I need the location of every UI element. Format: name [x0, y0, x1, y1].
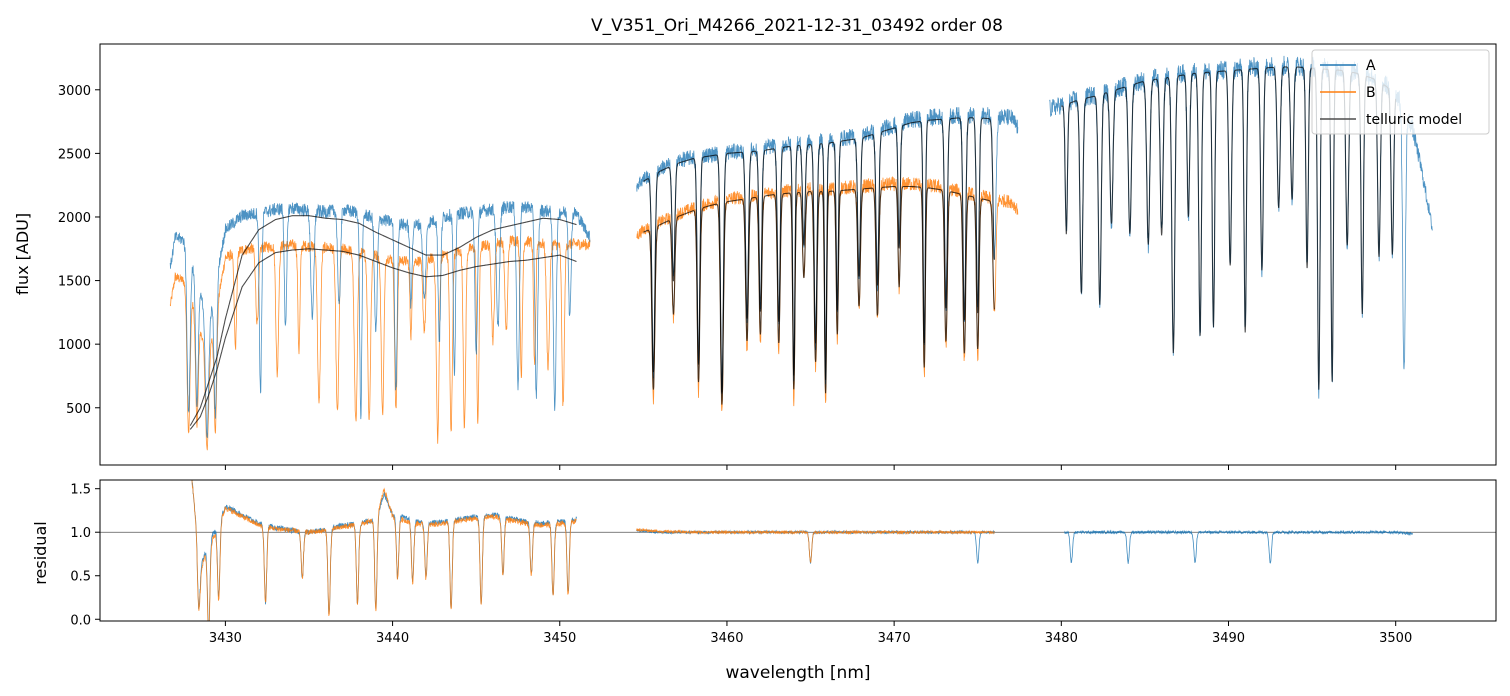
x-tick-label-3490: 3490	[1212, 631, 1245, 646]
flux-y-tick-label-3000: 3000	[58, 84, 91, 99]
residual-x-ticks: 3430 3440 3450 3460 3470 3480 3490 3500	[209, 621, 1412, 646]
x-axis-label: wavelength [nm]	[725, 663, 870, 683]
flux-panel: 500 1000 1500 2000 2500 3000 flux [ADU] A B t…	[13, 43, 1497, 470]
residual-plot-area	[100, 480, 1496, 621]
series-telluric-segment-2	[643, 117, 995, 393]
x-tick-label-3480: 3480	[1045, 631, 1078, 646]
residual-axes-frame	[99, 479, 1497, 622]
chart-title: V_V351_Ori_M4266_2021-12-31_03492 order …	[591, 16, 1003, 36]
series-telluric-segment-0	[189, 215, 577, 426]
legend: A B telluric model	[1311, 49, 1490, 135]
residual-a-segment-2	[1064, 529, 1413, 564]
residual-panel: 0.0 0.5 1.0 1.5 3430 3440 3450 3460 3470 3480 349…	[31, 479, 1497, 683]
legend-box	[1311, 49, 1490, 135]
flux-y-tick-label-2000: 2000	[58, 211, 91, 226]
residual-y-ticks: 0.0 0.5 1.0 1.5	[70, 483, 100, 628]
flux-y-ticks: 500 1000 1500 2000 2500 3000	[58, 84, 100, 417]
residual-b-segment-1	[636, 527, 995, 563]
x-tick-label-3500: 3500	[1379, 631, 1412, 646]
flux-axes-frame	[99, 43, 1497, 466]
residual-y-axis-label: residual	[31, 521, 50, 584]
residual-y-tick-label-0: 0.0	[70, 613, 91, 628]
legend-label-telluric: telluric model	[1366, 112, 1462, 128]
flux-x-ticks	[224, 465, 1397, 470]
flux-y-axis-label: flux [ADU]	[13, 213, 32, 295]
residual-y-tick-label-1: 0.5	[70, 570, 91, 585]
residual-y-tick-label-3: 1.5	[70, 483, 91, 498]
x-tick-label-3470: 3470	[878, 631, 911, 646]
flux-y-tick-label-1500: 1500	[58, 275, 91, 290]
residual-b-segment-0	[191, 480, 577, 621]
flux-y-tick-label-1000: 1000	[58, 338, 91, 353]
flux-y-tick-label-2500: 2500	[58, 147, 91, 162]
legend-label-b: B	[1366, 85, 1376, 101]
residual-y-tick-label-2: 1.0	[70, 526, 91, 541]
x-tick-label-3430: 3430	[209, 631, 242, 646]
series-a-segment-0	[169, 200, 591, 438]
x-tick-label-3450: 3450	[543, 631, 576, 646]
legend-label-a: A	[1366, 58, 1376, 74]
series-telluric-segment-1	[189, 248, 577, 430]
flux-y-tick-label-500: 500	[66, 402, 91, 417]
series-telluric-segment-3	[643, 185, 995, 405]
x-tick-label-3440: 3440	[376, 631, 409, 646]
series-b-segment-0	[169, 235, 591, 451]
x-tick-label-3460: 3460	[710, 631, 743, 646]
residual-a-segment-0	[191, 480, 577, 621]
